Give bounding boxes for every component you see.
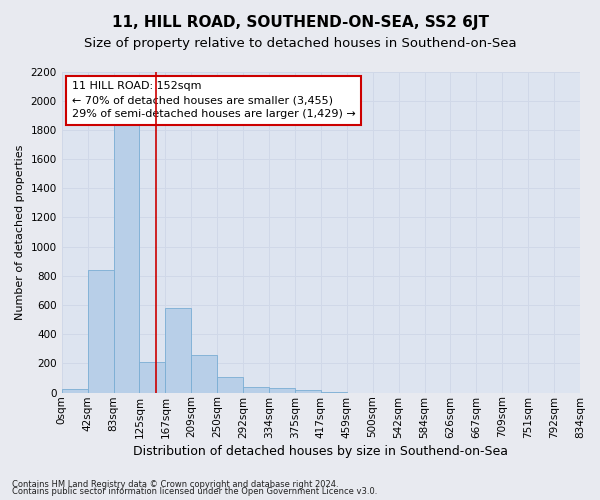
Bar [88, 270, 113, 392]
Text: Contains HM Land Registry data © Crown copyright and database right 2024.: Contains HM Land Registry data © Crown c… [12, 480, 338, 489]
Bar [139, 362, 166, 392]
Text: Size of property relative to detached houses in Southend-on-Sea: Size of property relative to detached ho… [83, 38, 517, 51]
Bar [269, 388, 295, 392]
Bar [295, 390, 321, 392]
Bar [243, 387, 269, 392]
Bar [191, 356, 217, 393]
X-axis label: Distribution of detached houses by size in Southend-on-Sea: Distribution of detached houses by size … [133, 444, 508, 458]
Text: Contains public sector information licensed under the Open Government Licence v3: Contains public sector information licen… [12, 487, 377, 496]
Y-axis label: Number of detached properties: Number of detached properties [15, 144, 25, 320]
Text: 11 HILL ROAD: 152sqm
← 70% of detached houses are smaller (3,455)
29% of semi-de: 11 HILL ROAD: 152sqm ← 70% of detached h… [72, 81, 356, 119]
Bar [166, 308, 191, 392]
Text: 11, HILL ROAD, SOUTHEND-ON-SEA, SS2 6JT: 11, HILL ROAD, SOUTHEND-ON-SEA, SS2 6JT [112, 15, 488, 30]
Bar [217, 376, 243, 392]
Bar [62, 389, 88, 392]
Bar [113, 112, 139, 392]
